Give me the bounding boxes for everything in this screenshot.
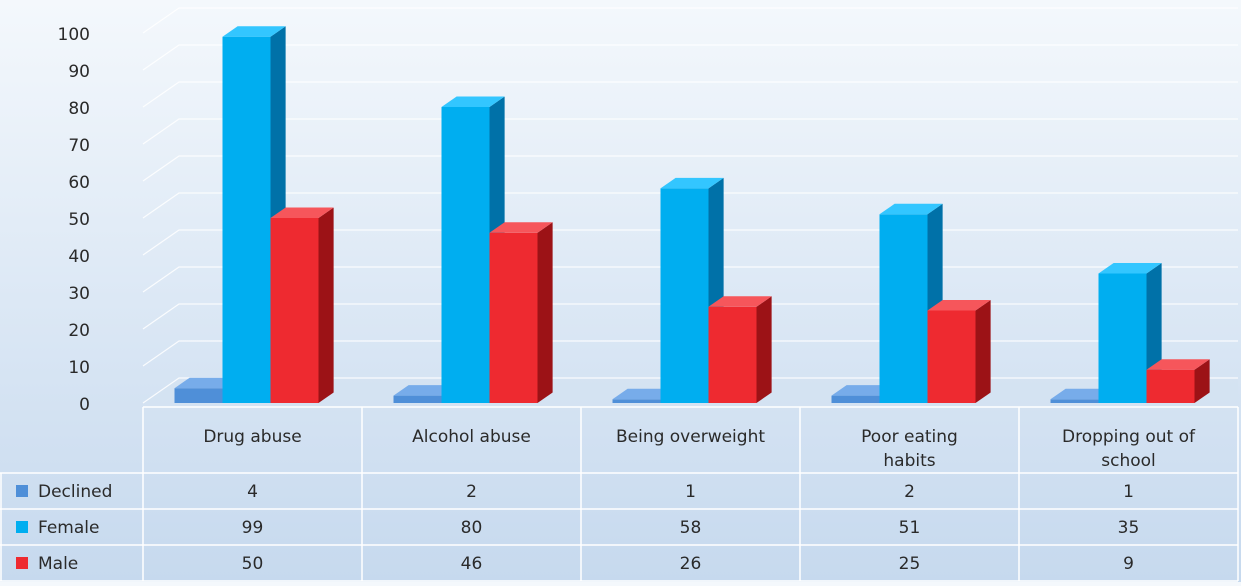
legend-label-female: Female [38, 518, 99, 538]
category-label: habits [883, 451, 935, 471]
table-value: 1 [685, 482, 696, 502]
bar-top [174, 377, 238, 389]
category-label: Alcohol abuse [412, 427, 531, 447]
category-label: school [1101, 451, 1156, 471]
category-label: Drug abuse [203, 427, 301, 447]
gridline [142, 155, 1238, 182]
y-tick-label: 90 [68, 62, 90, 82]
table-value: 9 [1123, 554, 1134, 574]
bar-top [660, 177, 724, 189]
bar-front [222, 36, 271, 403]
bar-male-2 [489, 222, 553, 403]
y-tick-label: 30 [68, 284, 90, 304]
bar-front [660, 188, 709, 403]
legend-label-declined: Declined [38, 482, 112, 502]
category-label: Dropping out of [1062, 427, 1196, 447]
bar-top [879, 203, 943, 215]
bar-male-1 [270, 207, 334, 403]
bar-side [756, 296, 772, 403]
bar-top [1146, 359, 1210, 370]
legend-key-male [16, 557, 28, 569]
bar-front [1050, 399, 1099, 403]
table-value: 2 [904, 482, 915, 502]
gridline [142, 118, 1238, 145]
table-value: 26 [680, 554, 702, 574]
legend-key-declined [16, 485, 28, 497]
bar-female-3 [660, 177, 724, 403]
bar-front [441, 107, 490, 403]
bar-male-4 [927, 300, 991, 403]
data-table: Drug abuse Alcohol abuse Being overweight P… [0, 406, 1239, 582]
legend-key-female [16, 521, 28, 533]
gridline [142, 44, 1238, 71]
table-value: 1 [1123, 482, 1134, 502]
y-tick-label: 50 [68, 210, 90, 230]
table-value: 58 [680, 518, 702, 538]
table-value: 35 [1118, 518, 1140, 538]
y-tick-label: 40 [68, 247, 90, 267]
y-tick-label: 100 [58, 25, 90, 45]
bar-front [927, 310, 976, 403]
bar-side [975, 300, 991, 403]
bar-side [537, 222, 553, 403]
bar-front [708, 306, 757, 403]
table-value: 4 [247, 482, 258, 502]
table-value: 51 [899, 518, 921, 538]
bar-top [270, 207, 334, 218]
bar-top [708, 296, 772, 307]
y-tick-label: 20 [68, 321, 90, 341]
category-label: Poor eating [861, 427, 958, 447]
table-value: 25 [899, 554, 921, 574]
bar-front [393, 395, 442, 403]
y-tick-label: 0 [79, 395, 90, 415]
table-value: 46 [461, 554, 483, 574]
bar-male-5 [1146, 359, 1210, 403]
y-tick-label: 80 [68, 99, 90, 119]
bar-top [222, 26, 286, 37]
bar-side [318, 207, 334, 403]
table-value: 2 [466, 482, 477, 502]
gridline [142, 81, 1238, 108]
table-value: 50 [242, 554, 264, 574]
bar-top [441, 96, 505, 107]
bars [174, 26, 1210, 403]
y-tick-label: 70 [68, 136, 90, 156]
bar-top [831, 385, 895, 396]
y-axis: 0 10 20 30 40 50 60 70 80 90 100 [58, 25, 90, 415]
bar-male-3 [708, 296, 772, 403]
gridline [142, 192, 1238, 219]
bar-front [612, 399, 661, 403]
gridline [142, 7, 1238, 34]
table-value: 80 [461, 518, 483, 538]
bar-top [393, 385, 457, 396]
bar-top [1050, 388, 1114, 400]
bar-top [1098, 263, 1162, 274]
bar-top [927, 300, 991, 311]
bar-front [174, 388, 223, 403]
bar-front [1146, 369, 1195, 403]
bar-front [1098, 273, 1147, 403]
y-tick-label: 60 [68, 173, 90, 193]
bar-front [831, 395, 880, 403]
category-label: Being overweight [616, 427, 765, 447]
bar-front [270, 218, 319, 403]
y-tick-label: 10 [68, 358, 90, 378]
table-value: 99 [242, 518, 264, 538]
bar-front [489, 232, 538, 403]
bar-top [612, 388, 676, 400]
legend-label-male: Male [38, 554, 78, 574]
bar-side [1194, 359, 1210, 403]
bar-front [879, 214, 928, 403]
bar-top [489, 222, 553, 233]
